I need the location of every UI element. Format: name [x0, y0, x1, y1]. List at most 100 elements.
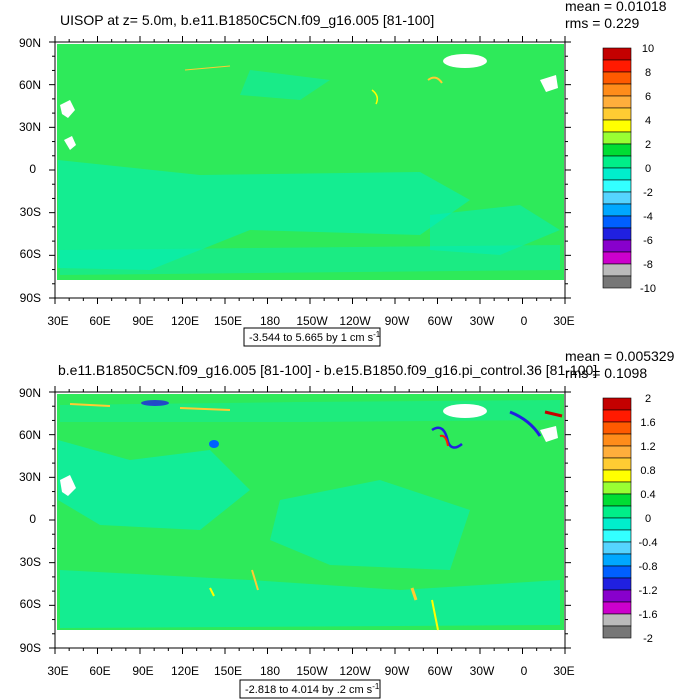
colorbar-swatch: [602, 613, 632, 627]
colorbar-swatch: [602, 179, 632, 193]
colorbar-label: 0: [645, 513, 651, 525]
caption-text: -2.818 to 4.014 by .2 cm s-1: [245, 682, 380, 696]
x-tick-label: 30E: [47, 664, 68, 678]
chart-title: b.e11.B1850C5CN.f09_g16.005 [81-100] - b…: [58, 362, 597, 378]
colorbar-swatch: [602, 469, 632, 483]
x-tick-label: 90W: [385, 314, 410, 328]
x-tick-label: 30E: [553, 664, 574, 678]
colorbar-label: -0.8: [639, 561, 658, 573]
colorbar-swatch: [602, 565, 632, 579]
colorbar-label: -2: [643, 187, 653, 199]
y-tick-label: 0: [29, 512, 36, 526]
colorbar: 2 1.6 1.2 0.8 0.4 0 -0.4 -0.8 -1.2 -1.6 -2: [602, 393, 658, 645]
colorbar-swatch: [602, 493, 632, 507]
x-tick-label: 150E: [214, 314, 242, 328]
colorbar-swatch: [602, 601, 632, 615]
x-tick-label: 60W: [428, 314, 453, 328]
colorbar-label: -8: [643, 259, 653, 271]
antarctica-mask: [57, 280, 564, 298]
colorbar-label: 0: [645, 163, 651, 175]
colorbar-swatch: [602, 107, 632, 121]
colorbar-swatch: [602, 215, 632, 229]
x-tick-label: 30W: [470, 664, 495, 678]
x-tick-label: 0: [521, 664, 528, 678]
y-tick-label: 0: [29, 162, 36, 176]
colorbar-swatch: [602, 263, 632, 277]
colorbar-swatch: [602, 131, 632, 145]
y-tick-label: 60S: [20, 597, 41, 611]
colorbar-swatch: [602, 445, 632, 459]
x-tick-label: 150E: [214, 664, 242, 678]
colorbar-swatch: [602, 433, 632, 447]
colorbar-label: 0.8: [640, 465, 655, 477]
panel-bottom: b.e11.B1850C5CN.f09_g16.005 [81-100] - b…: [0, 350, 700, 700]
colorbar-swatch: [602, 59, 632, 73]
colorbar: 10 8 6 4 2 0 -2 -4 -6 -8 -10: [602, 43, 656, 295]
colorbar-swatch: [602, 275, 632, 289]
x-tick-label: 150W: [296, 664, 328, 678]
colorbar-label: -1.2: [639, 585, 658, 597]
colorbar-label: -1.6: [639, 609, 658, 621]
x-tick-label: 120E: [171, 314, 199, 328]
colorbar-swatch: [602, 191, 632, 205]
antarctica-mask: [57, 630, 564, 648]
y-tick-label: 90S: [20, 291, 41, 305]
x-tick-label: 180: [260, 314, 280, 328]
rms-label: rms = 0.1098: [565, 365, 647, 381]
y-axis: 90N 60N 30N 0 30S 60S 90S: [19, 386, 571, 655]
colorbar-label: -2: [643, 633, 653, 645]
y-tick-label: 60N: [19, 78, 41, 92]
colorbar-swatch: [602, 553, 632, 567]
current-streaks: [184, 65, 443, 105]
colorbar-label: -4: [643, 211, 653, 223]
x-tick-label: 90E: [132, 314, 153, 328]
africa-mask: [60, 100, 75, 118]
colorbar-swatch: [602, 529, 632, 543]
colorbar-label: 2: [645, 393, 651, 405]
colorbar-swatch: [602, 589, 632, 603]
colorbar-label: 0.4: [640, 489, 655, 501]
x-tick-label: 120W: [339, 314, 371, 328]
x-tick-label: 30E: [553, 314, 574, 328]
colorbar-swatch: [602, 517, 632, 531]
colorbar-label: 1.6: [640, 417, 655, 429]
x-axis: 30E 60E 90E 120E 150E 180 150W 120W 90W …: [47, 36, 575, 328]
colorbar-swatch: [602, 143, 632, 157]
light-ocean-patches: [58, 70, 560, 275]
colorbar-swatch: [602, 625, 632, 639]
y-tick-label: 30N: [19, 470, 41, 484]
colorbar-swatch: [602, 505, 632, 519]
africa-mask: [60, 475, 76, 496]
plot-svg-top: UISOP at z= 5.0m, b.e11.B1850C5CN.f09_g1…: [19, 0, 667, 347]
colorbar-swatch: [602, 71, 632, 85]
colorbar-swatch: [602, 251, 632, 265]
colorbar-swatch: [602, 203, 632, 217]
x-tick-label: 120W: [339, 664, 371, 678]
x-tick-label: 60W: [428, 664, 453, 678]
colorbar-swatch: [602, 155, 632, 169]
mean-label: mean = 0.005329: [565, 350, 675, 364]
y-tick-label: 90N: [19, 386, 41, 400]
colorbar-swatch: [602, 421, 632, 435]
colorbar-swatch: [602, 167, 632, 181]
colorbar-swatch: [602, 481, 632, 495]
y-tick-label: 60N: [19, 428, 41, 442]
colorbar-label: -10: [640, 283, 656, 295]
anomaly-streaks: [69, 400, 563, 631]
colorbar-label: 6: [645, 91, 651, 103]
x-tick-label: 60E: [89, 314, 110, 328]
colorbar-swatch: [602, 239, 632, 253]
caption-box: -2.818 to 4.014 by .2 cm s-1: [239, 679, 381, 699]
x-tick-label: 180: [260, 664, 280, 678]
mean-label: mean = 0.01018: [565, 0, 667, 14]
caption-box: -3.544 to 5.665 by 1 cm s-1: [243, 327, 381, 347]
greenland-mask: [443, 54, 487, 68]
land-masks: [57, 404, 564, 648]
colorbar-label: -0.4: [639, 537, 658, 549]
y-tick-label: 30N: [19, 120, 41, 134]
colorbar-label: 8: [645, 67, 651, 79]
colorbar-swatch: [602, 577, 632, 591]
map-area: [54, 41, 566, 299]
x-tick-label: 90W: [385, 664, 410, 678]
panel-top: UISOP at z= 5.0m, b.e11.B1850C5CN.f09_g1…: [19, 0, 667, 347]
